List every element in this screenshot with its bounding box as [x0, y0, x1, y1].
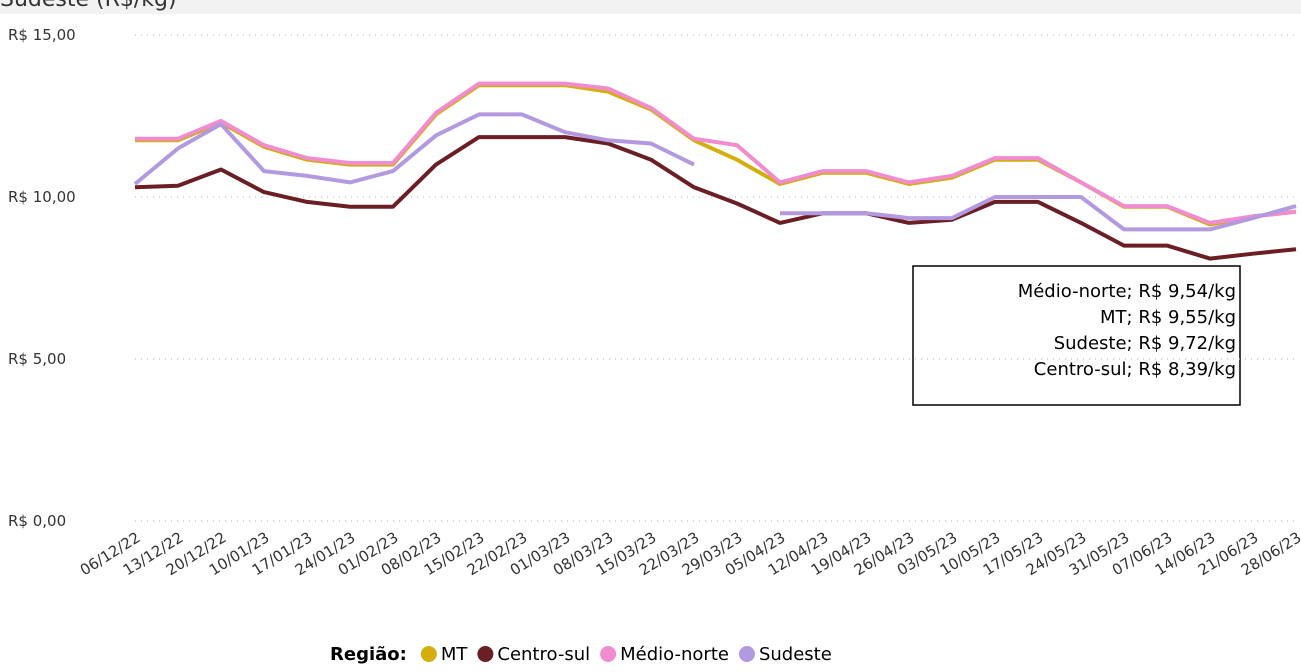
- annotation-text: Centro-sul; R$ 8,39/kg: [1034, 359, 1236, 380]
- legend-marker: [420, 646, 437, 662]
- legend-label: Sudeste: [759, 644, 832, 665]
- legend-label: MT: [441, 644, 469, 665]
- series-line: [133, 112, 1297, 232]
- legend-marker: [600, 646, 617, 662]
- series-line: [134, 135, 1297, 261]
- series-line: [135, 81, 1297, 225]
- legend-marker: [477, 646, 494, 662]
- annotation-text: MT; R$ 9,55/kg: [1100, 307, 1236, 328]
- legend-marker: [738, 646, 755, 662]
- annotation-text: Médio-norte; R$ 9,54/kg: [1018, 281, 1236, 302]
- legend-label: Médio-norte: [620, 644, 729, 665]
- y-tick-label: R$ 15,00: [8, 26, 76, 44]
- legend-label: Centro-sul: [497, 644, 590, 665]
- y-tick-label: R$ 10,00: [8, 188, 76, 206]
- y-tick-label: R$ 0,00: [8, 512, 66, 530]
- annotation-text: Sudeste; R$ 9,72/kg: [1054, 333, 1236, 354]
- annotation-box: [912, 265, 1241, 406]
- legend-title: Região:: [330, 644, 407, 665]
- chart-title: Sudeste (R$/kg): [0, 0, 177, 12]
- header-strip: [0, 0, 1301, 14]
- y-tick-label: R$ 5,00: [8, 350, 66, 368]
